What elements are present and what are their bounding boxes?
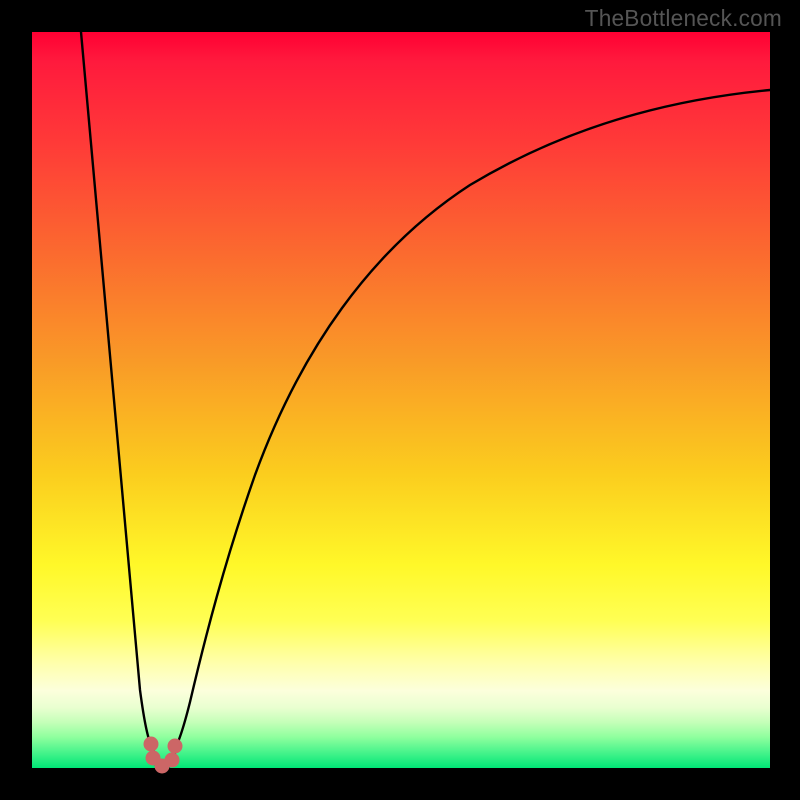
watermark-text: TheBottleneck.com bbox=[585, 5, 782, 32]
chart-stage: TheBottleneck.com bbox=[0, 0, 800, 800]
gradient-background bbox=[0, 0, 800, 800]
